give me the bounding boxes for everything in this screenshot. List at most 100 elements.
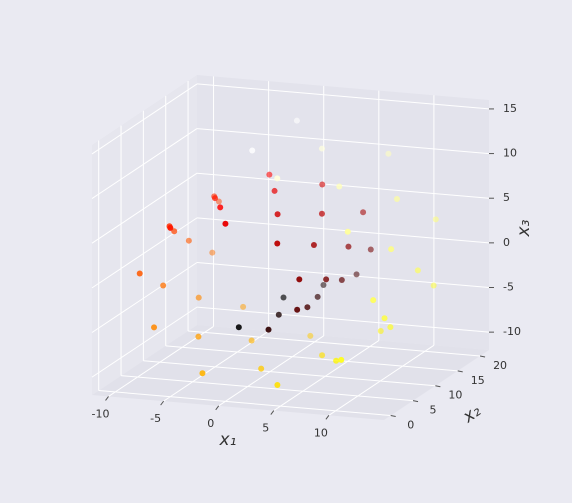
point [388, 246, 395, 253]
tick-mark [457, 370, 463, 373]
point [271, 187, 278, 194]
point [171, 228, 178, 235]
point [345, 243, 352, 250]
point [293, 117, 300, 124]
z-tick-label: 15 [503, 102, 517, 115]
point [432, 216, 439, 223]
grid-line [91, 306, 198, 378]
point [370, 297, 377, 304]
grid-line [218, 335, 324, 407]
tick-mark [105, 396, 109, 401]
tick-mark [215, 405, 220, 411]
point [294, 306, 301, 313]
point [199, 370, 206, 377]
y-tick-label: 15 [471, 374, 485, 387]
x-tick-label: 5 [262, 422, 269, 435]
point [275, 311, 282, 318]
point [274, 382, 281, 389]
point [319, 352, 326, 359]
point [240, 303, 247, 310]
grid-line [196, 306, 490, 333]
point [167, 224, 174, 231]
point [318, 145, 325, 152]
point [353, 271, 360, 278]
point [304, 304, 311, 311]
point [344, 228, 351, 235]
point [258, 365, 265, 372]
z-tick-label: 0 [503, 236, 510, 249]
point [307, 332, 314, 339]
point [314, 293, 321, 300]
y-tick-label: 5 [430, 404, 437, 417]
tick-mark [160, 400, 165, 406]
y-tick-label: 20 [493, 359, 507, 372]
point [318, 210, 325, 217]
point [320, 281, 327, 288]
point [385, 150, 392, 157]
point [151, 324, 158, 331]
point [336, 183, 343, 190]
point [217, 204, 224, 211]
point [248, 337, 255, 344]
point [185, 237, 192, 244]
grid-line [196, 262, 490, 288]
tick-mark [325, 414, 330, 420]
grid-line [91, 262, 198, 333]
x-tick-label: -10 [92, 407, 110, 420]
z-axis-label: x₃ [514, 219, 534, 237]
point [209, 249, 216, 256]
point [338, 356, 345, 363]
point [387, 324, 394, 331]
y-tick-label: 0 [407, 419, 414, 432]
grid-line [165, 345, 458, 372]
x-tick-label: 0 [207, 417, 214, 430]
point [136, 270, 143, 277]
point [215, 198, 222, 205]
x-axis-label: x₁ [219, 430, 237, 450]
grid-line [188, 330, 481, 357]
tick-mark [479, 355, 486, 358]
point [360, 209, 367, 216]
point [430, 282, 437, 289]
point [414, 267, 421, 274]
point [319, 181, 326, 188]
y-tick-label: 10 [448, 389, 462, 402]
point [333, 357, 340, 364]
grid-line [91, 172, 198, 244]
point [195, 294, 202, 301]
point [235, 324, 242, 331]
z-tick-label: -5 [503, 281, 514, 294]
point [274, 211, 281, 218]
grid-line [91, 83, 198, 155]
x-tick-label: -5 [150, 412, 161, 425]
z-tick-label: -10 [503, 325, 521, 338]
point [274, 240, 281, 247]
grid-line [196, 172, 490, 199]
grid-line [98, 390, 391, 417]
grid-line [143, 360, 436, 387]
grid-line [120, 375, 414, 402]
tick-mark [270, 410, 275, 415]
point [367, 246, 374, 253]
x-tick-label: 10 [314, 426, 328, 439]
grid-line [91, 217, 198, 289]
point [393, 195, 400, 202]
grid-line [196, 128, 490, 155]
point [280, 294, 287, 301]
point [265, 326, 272, 333]
point [212, 195, 219, 202]
point [222, 220, 229, 227]
grid-line [196, 217, 490, 244]
grid-line [328, 344, 435, 416]
point [195, 333, 202, 340]
point [266, 171, 273, 178]
z-tick-label: 5 [503, 191, 510, 204]
point [377, 327, 384, 334]
point [160, 282, 167, 289]
tick-mark [412, 400, 419, 403]
tick-mark [435, 385, 441, 388]
grid-line [273, 340, 380, 411]
floor-pane [92, 325, 489, 420]
point [310, 242, 317, 249]
